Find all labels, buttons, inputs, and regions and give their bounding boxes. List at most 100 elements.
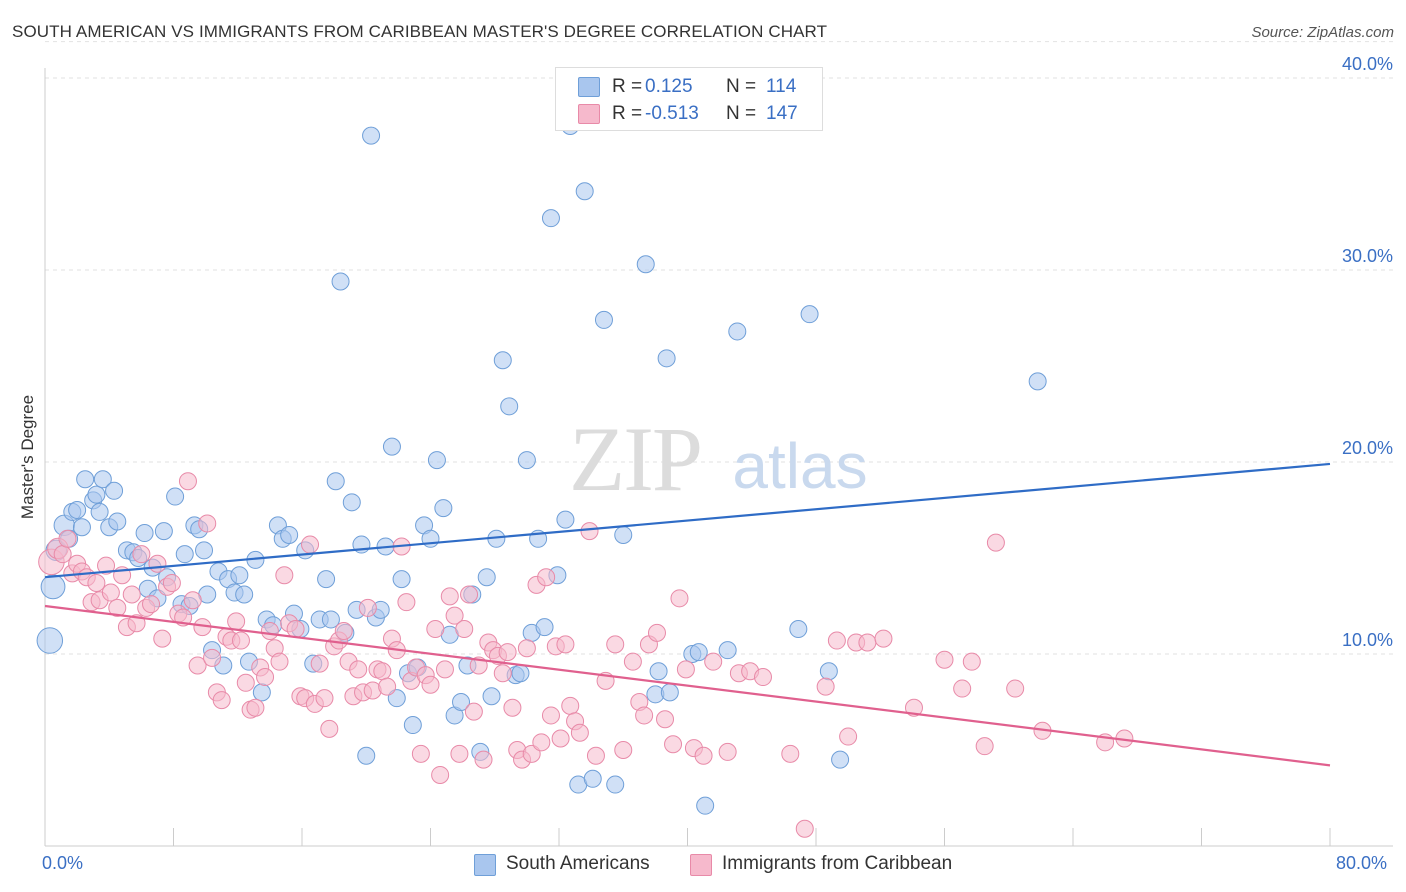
caribbean-point — [188, 656, 207, 675]
south-americans-point — [606, 775, 625, 794]
caribbean-point — [537, 568, 556, 587]
legend-swatch-pink — [690, 854, 712, 876]
caribbean-point — [378, 677, 397, 696]
caribbean-point — [816, 677, 835, 696]
caribbean-point — [704, 652, 723, 671]
caribbean-point — [874, 629, 893, 648]
south-americans-point — [800, 305, 819, 324]
caribbean-point — [286, 620, 305, 639]
watermark: ZIP atlas — [569, 408, 868, 510]
caribbean-point — [236, 673, 255, 692]
caribbean-point — [694, 746, 713, 765]
caribbean-point — [493, 664, 512, 683]
caribbean-point — [426, 620, 445, 639]
caribbean-point — [635, 706, 654, 725]
caribbean-point — [435, 660, 454, 679]
caribbean-point — [256, 668, 275, 687]
caribbean-point — [315, 689, 334, 708]
caribbean-point — [421, 675, 440, 694]
legend-swatch-blue — [474, 854, 496, 876]
legend-swatch-blue — [578, 77, 600, 97]
caribbean-point — [858, 633, 877, 652]
caribbean-point — [101, 583, 120, 602]
caribbean-point — [162, 573, 181, 592]
south-americans-point — [317, 570, 336, 589]
south-americans-point — [636, 255, 655, 274]
south-americans-point — [387, 689, 406, 708]
caribbean-point — [310, 654, 329, 673]
south-americans-point — [392, 570, 411, 589]
caribbean-point — [986, 533, 1005, 552]
caribbean-point — [827, 631, 846, 650]
south-americans-point — [105, 481, 124, 500]
caribbean-point — [474, 750, 493, 769]
caribbean-point — [962, 652, 981, 671]
caribbean-point — [320, 719, 339, 738]
south-americans-point — [331, 272, 350, 291]
caribbean-point — [260, 621, 279, 640]
south-americans-point — [482, 687, 501, 706]
caribbean-point — [212, 691, 231, 710]
caribbean-point — [411, 744, 430, 763]
data-points — [36, 105, 1134, 838]
caribbean-point — [127, 614, 146, 633]
source-label: Source: ZipAtlas.com — [1251, 24, 1394, 41]
caribbean-point — [551, 729, 570, 748]
caribbean-point — [53, 545, 72, 564]
caribbean-point — [570, 723, 589, 742]
caribbean-point — [349, 660, 368, 679]
south-americans-point — [689, 643, 708, 662]
caribbean-point — [623, 652, 642, 671]
y-tick-label: 30.0% — [1342, 246, 1393, 266]
south-americans-point — [718, 641, 737, 660]
caribbean-point — [460, 585, 479, 604]
chart-title: SOUTH AMERICAN VS IMMIGRANTS FROM CARIBB… — [12, 22, 828, 41]
n-value: 147 — [766, 103, 798, 124]
caribbean-point — [676, 660, 695, 679]
south-americans-point — [649, 662, 668, 681]
caribbean-point — [498, 643, 517, 662]
caribbean-point — [753, 668, 772, 687]
south-americans-point — [583, 769, 602, 788]
south-americans-point — [90, 502, 109, 521]
y-axis-label: Master's Degree — [18, 394, 37, 520]
caribbean-point — [541, 706, 560, 725]
r-label: R = — [612, 103, 643, 124]
caribbean-point — [203, 648, 222, 667]
south-americans-point — [434, 499, 453, 518]
caribbean-point — [606, 635, 625, 654]
south-americans-point — [831, 750, 850, 769]
caribbean-point — [586, 746, 605, 765]
caribbean-point — [178, 472, 197, 491]
south-americans-point — [40, 574, 66, 600]
caribbean-point — [664, 735, 683, 754]
south-americans-point — [382, 437, 401, 456]
south-americans-point — [321, 610, 340, 629]
caribbean-point — [58, 529, 77, 548]
y-tick-label: 40.0% — [1342, 54, 1393, 74]
south-americans-point — [594, 310, 613, 329]
legend-label: Immigrants from Caribbean — [722, 853, 953, 874]
south-americans-point — [357, 746, 376, 765]
caribbean-point — [450, 744, 469, 763]
caribbean-point — [122, 585, 141, 604]
caribbean-point — [445, 606, 464, 625]
south-americans-point — [362, 126, 381, 145]
legend-label: South Americans — [506, 853, 650, 874]
caribbean-point — [517, 639, 536, 658]
watermark-zip: ZIP — [569, 408, 701, 510]
south-americans-point — [93, 470, 112, 489]
x-axis-max-label: 80.0% — [1336, 853, 1388, 873]
south-americans-point — [252, 683, 271, 702]
south-americans-point — [68, 501, 87, 519]
caribbean-point — [270, 652, 289, 671]
gridlines — [45, 41, 1393, 655]
south-americans-point — [657, 349, 676, 368]
caribbean-point — [97, 556, 116, 575]
axes — [44, 68, 1393, 847]
n-label: N = — [726, 103, 757, 124]
south-americans-point — [154, 522, 173, 541]
correlation-legend: R = 0.125 N = 114 R = -0.513 N = 147 — [555, 67, 823, 131]
south-americans-point — [342, 493, 361, 512]
